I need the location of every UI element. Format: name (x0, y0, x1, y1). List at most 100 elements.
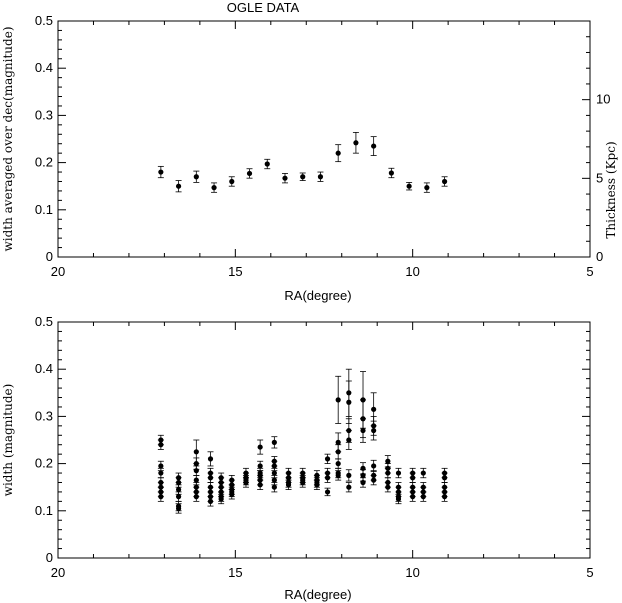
bottom-data-point (175, 479, 182, 486)
bottom-data-point (324, 456, 331, 462)
bottom-data-point (385, 458, 391, 464)
top-data-point (388, 170, 394, 176)
bottom-data-point (371, 427, 377, 434)
top-marks (157, 131, 448, 193)
bottom-x-tick-label: 20 (51, 565, 65, 580)
bottom-data-point (158, 494, 164, 500)
bottom-data-point (410, 475, 416, 481)
bottom-data-point (346, 472, 352, 478)
bottom-data-point (335, 439, 341, 445)
top-y-axis-label: width averaged over dec(magnitude) (1, 27, 15, 252)
bottom-data-point (420, 470, 426, 476)
bottom-data-point (395, 496, 402, 502)
bottom-data-point (441, 475, 448, 481)
bottom-data-point (193, 449, 199, 455)
top-data-point (175, 183, 182, 189)
bottom-plot-frame (57, 321, 591, 559)
bottom-data-point (271, 484, 277, 490)
bottom-data-point (441, 494, 448, 500)
top-data-point (406, 183, 412, 189)
bottom-data-point (257, 444, 263, 450)
bottom-data-point (175, 505, 182, 512)
top-plot-frame (57, 20, 591, 258)
bottom-data-point (420, 494, 426, 500)
bottom-data-point (243, 479, 249, 486)
bottom-data-point (324, 475, 331, 481)
bottom-x-tick-label: 10 (405, 565, 419, 580)
bottom-data-point (218, 496, 224, 502)
bottom-data-point (207, 498, 214, 504)
bottom-data-point (175, 486, 182, 493)
bottom-marks (157, 368, 448, 514)
top-data-point (424, 185, 430, 191)
bottom-data-point (410, 494, 416, 500)
bottom-data-point (175, 494, 182, 500)
top-y-tick-label: 0.3 (35, 107, 53, 122)
bottom-data-point (207, 475, 214, 481)
bottom-data-point (346, 399, 352, 405)
bottom-data-point (207, 456, 214, 462)
bottom-data-point (193, 494, 199, 500)
bottom-data-point (360, 427, 366, 434)
bottom-data-point (158, 463, 164, 469)
bottom-data-point (335, 472, 341, 478)
bottom-y-tick-label: 0.1 (35, 503, 53, 518)
top-data-point (264, 161, 270, 167)
bottom-data-point (271, 470, 277, 476)
bottom-y-tick-label: 0.5 (35, 314, 53, 329)
bottom-data-point (385, 470, 391, 476)
top-y-tick-label: 0 (46, 249, 53, 264)
top-data-point (441, 178, 448, 185)
bottom-y-axis-label: width (magnitude) (1, 384, 15, 497)
bottom-data-point (257, 463, 263, 469)
bottom-x-axis-label: RA(degree) (284, 587, 351, 602)
bottom-data-point (229, 491, 235, 497)
bottom-data-point (371, 477, 377, 483)
bottom-data-point (271, 477, 277, 483)
bottom-data-point (193, 461, 199, 467)
top-data-point (246, 170, 253, 177)
bottom-data-point (346, 437, 352, 443)
bottom-data-point (271, 463, 277, 469)
top-y2-tick-label: 0 (596, 249, 603, 264)
bottom-y-tick-label: 0.2 (35, 456, 53, 471)
bottom-data-point (360, 472, 366, 478)
bottom-y-tick-label: 0 (46, 550, 53, 565)
bottom-data-point (371, 463, 377, 469)
top-x-tick-label: 15 (228, 264, 242, 279)
bottom-x-tick-label: 5 (586, 565, 593, 580)
bottom-data-point (257, 482, 263, 488)
top-data-point (300, 174, 306, 180)
bottom-data-point (385, 484, 391, 490)
bottom-data-point (346, 484, 352, 490)
top-data-point (317, 174, 324, 180)
top-x-tick-label: 10 (405, 264, 419, 279)
top-data-point (371, 143, 377, 149)
bottom-ticks: 20 15 10 5 0 0.1 0.2 0.3 0.4 0.5 (35, 314, 594, 580)
top-y2-tick-label: 10 (596, 92, 610, 107)
top-data-point (282, 175, 288, 181)
top-data-point (353, 140, 359, 146)
bottom-data-point (300, 479, 306, 486)
bottom-data-point (193, 477, 199, 483)
top-x-tick-label: 5 (586, 264, 593, 279)
bottom-data-point (158, 442, 164, 448)
bottom-data-point (335, 397, 341, 403)
top-data-point (211, 185, 217, 191)
chart-title: OGLE DATA (227, 0, 300, 15)
top-y2-tick-label: 5 (596, 170, 603, 185)
bottom-data-point (314, 482, 320, 488)
bottom-y-tick-label: 0.3 (35, 408, 53, 423)
bottom-data-point (271, 439, 277, 445)
bottom-data-point (395, 470, 402, 476)
top-y2-axis-label: Thickness (Kpc) (604, 141, 618, 238)
top-y-tick-label: 0.5 (35, 13, 53, 28)
top-x-tick-label: 20 (51, 264, 65, 279)
bottom-data-point (360, 479, 366, 486)
top-y-tick-label: 0.2 (35, 155, 53, 170)
bottom-data-point (324, 489, 331, 495)
bottom-data-point (335, 461, 341, 467)
